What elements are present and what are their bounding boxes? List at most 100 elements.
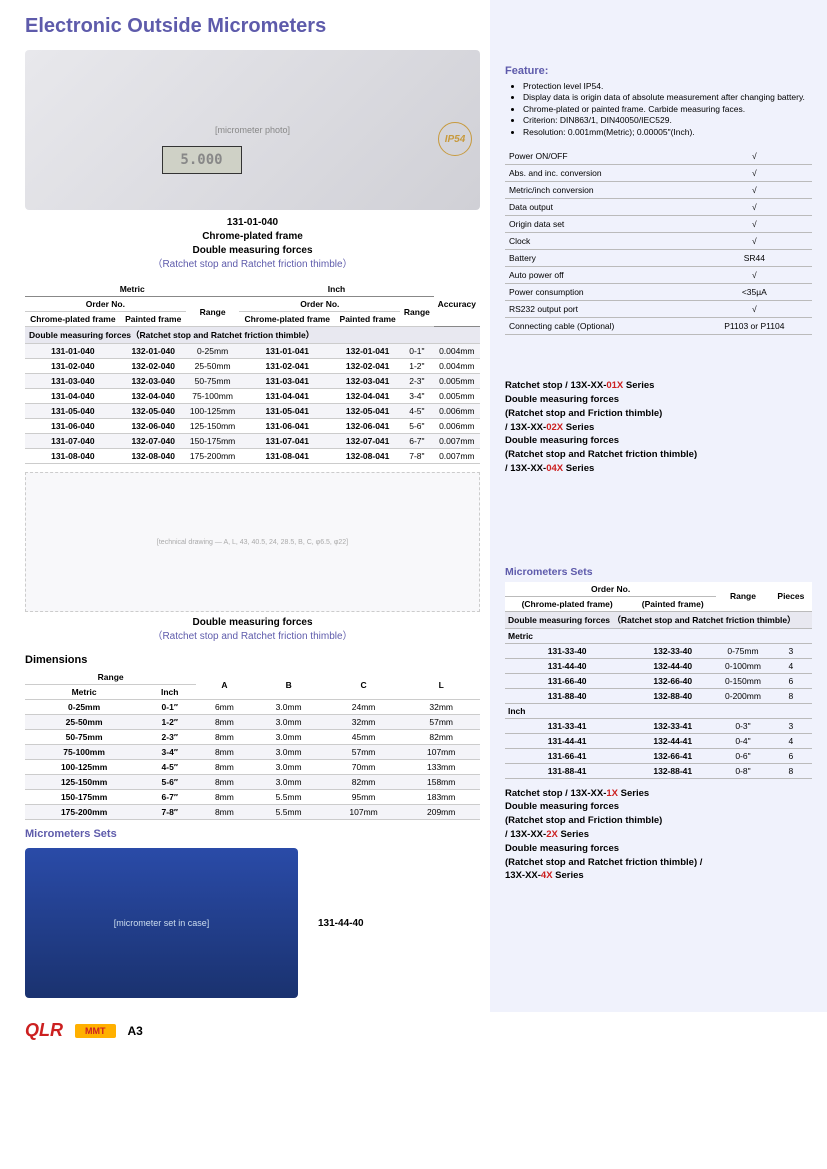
spec-label: Auto power off (505, 267, 697, 284)
left-column: Electronic Outside Micrometers [micromet… (0, 0, 490, 1012)
spec-label: Abs. and inc. conversion (505, 165, 697, 182)
cell: 3-4" (400, 389, 433, 404)
cell: 131-02-041 (239, 359, 335, 374)
cell: 132-66-40 (629, 673, 716, 688)
cell: 8mm (196, 760, 252, 775)
sets-th-pieces: Pieces (770, 582, 812, 612)
sets-order-label: 131-44-40 (318, 918, 364, 929)
cell: 131-07-041 (239, 434, 335, 449)
series-line: 13X-XX-4X Series (505, 869, 812, 883)
spec-value: √ (697, 182, 812, 199)
dim-cap-l2: （Ratchet stop and Ratchet friction thimb… (25, 630, 480, 644)
sets-heading-right: Micrometers Sets (505, 566, 812, 578)
cell: 125-150mm (186, 419, 240, 434)
spec-value: √ (697, 301, 812, 318)
cell: 8mm (196, 790, 252, 805)
cell: 0-1″ (143, 700, 196, 715)
sets-row: 131-44-41132-44-410-4"4 (505, 733, 812, 748)
sets-table: Order No. Range Pieces (Chrome-plated fr… (505, 582, 812, 779)
series-line: Double measuring forces (505, 393, 812, 407)
cell: 131-08-041 (239, 449, 335, 464)
cell: 8mm (196, 745, 252, 760)
cell: 8 (770, 763, 812, 778)
cell: 95mm (325, 790, 403, 805)
cell: 131-05-041 (239, 404, 335, 419)
cell: 3-4″ (143, 745, 196, 760)
series-block-1: Ratchet stop / 13X-XX-01X SeriesDouble m… (505, 379, 812, 475)
sets-th-range: Range (716, 582, 770, 612)
series-line: (Ratchet stop and Ratchet friction thimb… (505, 856, 812, 870)
cell: 82mm (325, 775, 403, 790)
spec-label: Battery (505, 250, 697, 267)
cell: 0-100mm (716, 658, 770, 673)
dim-row: 75-100mm3-4″8mm3.0mm57mm107mm (25, 745, 480, 760)
cell: 0.007mm (434, 449, 480, 464)
spec-row: RS232 output port√ (505, 301, 812, 318)
feature-heading: Feature: (505, 65, 812, 77)
dimh-a: A (196, 670, 252, 700)
cell: 131-07-040 (25, 434, 121, 449)
cell: 132-03-041 (335, 374, 400, 389)
cell: 3.0mm (253, 760, 325, 775)
feature-item: Resolution: 0.001mm(Metric); 0.00005"(In… (523, 127, 812, 138)
cell: 0-8" (716, 763, 770, 778)
dim-cap-l1: Double measuring forces (25, 616, 480, 630)
cell: 0.004mm (434, 344, 480, 359)
cell: 70mm (325, 760, 403, 775)
cell: 132-44-41 (629, 733, 716, 748)
th-metric: Metric (25, 282, 239, 297)
cell: 131-66-41 (505, 748, 629, 763)
cell: 132-05-040 (121, 404, 186, 419)
cell: 175-200mm (186, 449, 240, 464)
dimh-l: L (402, 670, 480, 700)
cell: 6-7" (400, 434, 433, 449)
dim-row: 175-200mm7-8″8mm5.5mm107mm209mm (25, 805, 480, 820)
spec-row: Power consumption<35µA (505, 284, 812, 301)
sets-th-order: Order No. (505, 582, 716, 597)
sets-heading-left: Micrometers Sets (25, 828, 480, 840)
cell: 132-08-041 (335, 449, 400, 464)
cell: 0-4" (716, 733, 770, 748)
dim-row: 125-150mm5-6″8mm3.0mm82mm158mm (25, 775, 480, 790)
dimh-b: B (253, 670, 325, 700)
th-accuracy: Accuracy (434, 282, 480, 327)
cell: 131-08-040 (25, 449, 121, 464)
brand-logo: QLR (25, 1020, 63, 1041)
cell: 4-5" (400, 404, 433, 419)
cell: 131-04-040 (25, 389, 121, 404)
cell: 3 (770, 718, 812, 733)
series-line: (Ratchet stop and Friction thimble) (505, 814, 812, 828)
cell: 107mm (402, 745, 480, 760)
cell: 32mm (402, 700, 480, 715)
spec-label: RS232 output port (505, 301, 697, 318)
main-row: 131-03-040132-03-04050-75mm131-03-041132… (25, 374, 480, 389)
cell: 150-175mm (186, 434, 240, 449)
cell: 0.005mm (434, 374, 480, 389)
series-line: / 13X-XX-04X Series (505, 462, 812, 476)
cell: 131-02-040 (25, 359, 121, 374)
feature-item: Criterion: DIN863/1, DIN40050/IEC529. (523, 115, 812, 126)
cell: 131-44-40 (505, 658, 629, 673)
cell: 4 (770, 658, 812, 673)
page-footer: QLR MMT A3 (0, 1012, 827, 1045)
cell: 50-75mm (186, 374, 240, 389)
spec-value: <35µA (697, 284, 812, 301)
cell: 0-3" (716, 718, 770, 733)
cell: 0-200mm (716, 688, 770, 703)
sets-row: 131-44-40132-44-400-100mm4 (505, 658, 812, 673)
spec-row: Metric/inch conversion√ (505, 182, 812, 199)
cell: 82mm (402, 730, 480, 745)
spec-label: Metric/inch conversion (505, 182, 697, 199)
cell: 75-100mm (25, 745, 143, 760)
spec-row: BatterySR44 (505, 250, 812, 267)
series-line: / 13X-XX-2X Series (505, 828, 812, 842)
th-order-inch: Order No. (239, 297, 400, 312)
spec-label: Connecting cable (Optional) (505, 318, 697, 335)
sets-row: 131-33-41132-33-410-3"3 (505, 718, 812, 733)
series-line: (Ratchet stop and Ratchet friction thimb… (505, 448, 812, 462)
dimh-inch: Inch (143, 685, 196, 700)
cell: 24mm (325, 700, 403, 715)
dimh-range: Range (25, 670, 196, 685)
caption-l3: （Ratchet stop and Ratchet friction thimb… (25, 258, 480, 272)
cell: 132-05-041 (335, 404, 400, 419)
